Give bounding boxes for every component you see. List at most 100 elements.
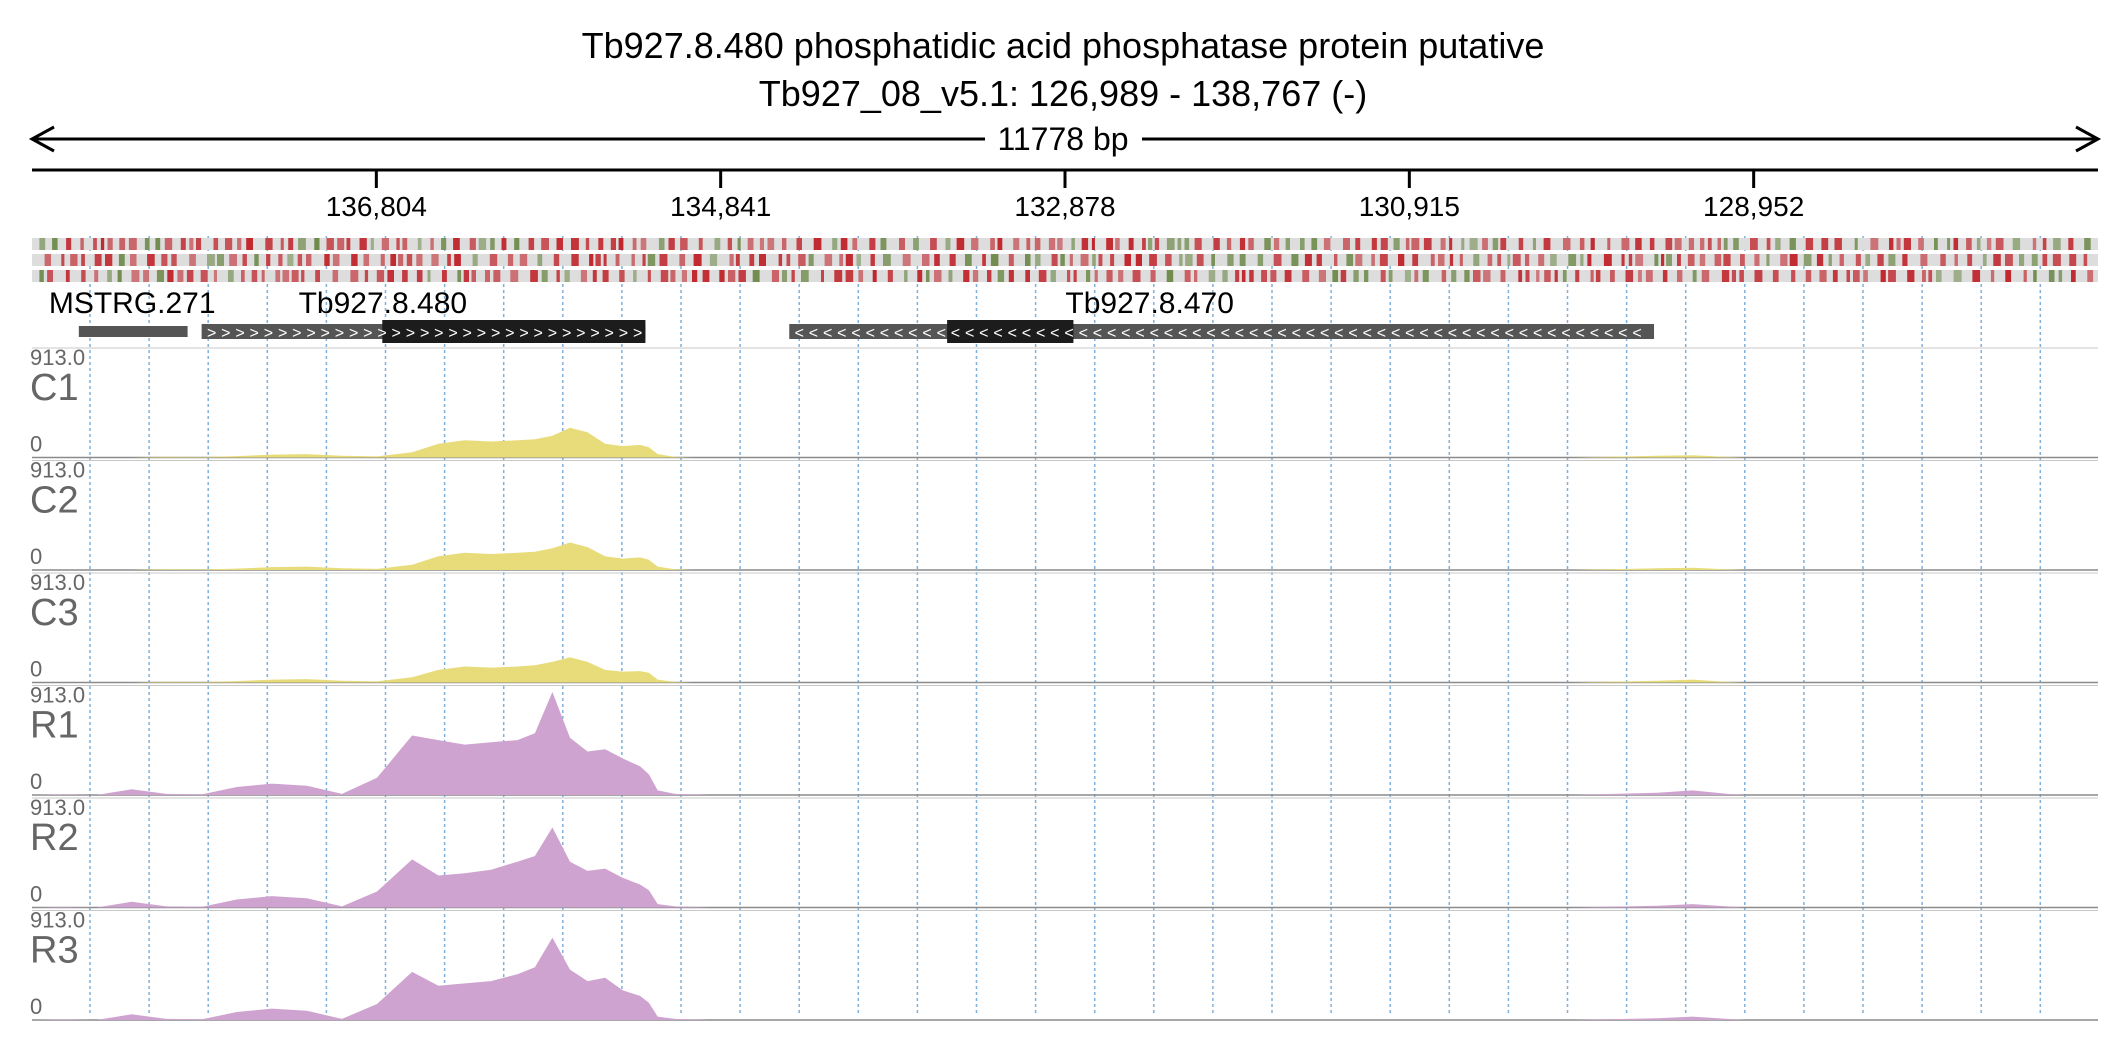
variant-mark xyxy=(1918,238,1924,250)
coverage-area-r2 xyxy=(32,827,2098,908)
variant-mark xyxy=(1635,254,1644,266)
variant-mark xyxy=(1165,254,1172,266)
variant-mark xyxy=(128,238,137,250)
variant-mark xyxy=(1038,270,1047,282)
variant-mark xyxy=(1507,254,1511,266)
variant-mark xyxy=(1677,270,1683,282)
variant-mark xyxy=(1060,254,1065,266)
variant-mark xyxy=(1067,270,1071,282)
strand-chevron: < xyxy=(1235,325,1244,342)
variant-mark xyxy=(771,270,779,282)
variant-mark xyxy=(441,238,447,250)
strand-chevron: < xyxy=(1505,325,1514,342)
variant-mark xyxy=(1750,238,1758,250)
variant-mark xyxy=(1936,270,1942,282)
variant-mark xyxy=(845,270,854,282)
variant-mark xyxy=(1492,238,1499,250)
variant-mark xyxy=(406,254,413,266)
variant-mark xyxy=(501,238,507,250)
variant-mark xyxy=(241,270,245,282)
variant-mark xyxy=(659,254,668,266)
variant-mark xyxy=(2087,270,2094,282)
coverage-tracks: 913.0C10913.0C20913.0C30913.0R10913.0R20… xyxy=(30,345,2098,1021)
variant-mark xyxy=(1430,254,1435,266)
variant-mark xyxy=(660,270,669,282)
variant-mark xyxy=(680,238,688,250)
variant-mark xyxy=(180,238,186,250)
variant-mark xyxy=(1257,254,1264,266)
strand-chevron: < xyxy=(809,325,818,342)
variant-mark xyxy=(693,254,702,266)
variant-mark xyxy=(242,254,247,266)
variant-mark xyxy=(899,238,905,250)
variant-mark xyxy=(1371,254,1375,266)
variant-mark xyxy=(679,254,686,266)
variant-mark xyxy=(364,270,369,282)
strand-chevron: < xyxy=(1405,325,1414,342)
variant-mark xyxy=(1353,270,1359,282)
variant-mark xyxy=(1185,254,1193,266)
variant-mark xyxy=(1302,270,1310,282)
strand-chevron: > xyxy=(363,325,372,342)
variant-mark xyxy=(845,254,853,266)
variant-mark xyxy=(1733,238,1739,250)
variant-mark xyxy=(463,270,469,282)
variant-mark xyxy=(514,238,520,250)
variant-mark xyxy=(556,238,563,250)
variant-mark xyxy=(934,254,940,266)
variant-mark xyxy=(453,238,460,250)
span-length-label: 11778 bp xyxy=(997,121,1128,157)
variant-mark xyxy=(1687,254,1695,266)
variant-mark xyxy=(1717,238,1721,250)
gene-tb927-8-480: Tb927.8.480 > > > > > > > > > > > > > > > > > > > > > > > > > > > > >… xyxy=(201,287,646,343)
variant-mark xyxy=(1473,254,1480,266)
variant-mark xyxy=(1142,238,1146,250)
variant-mark xyxy=(1902,254,1908,266)
variant-mark xyxy=(1903,238,1911,250)
variant-mark xyxy=(1834,238,1842,250)
strand-chevron: < xyxy=(1590,325,1599,342)
variant-mark xyxy=(1318,270,1326,282)
variant-mark xyxy=(298,238,306,250)
variant-mark xyxy=(1050,270,1056,282)
variant-mark xyxy=(493,270,501,282)
variant-mark xyxy=(1393,238,1400,250)
chart-subtitle: Tb927_08_v5.1: 126,989 - 138,767 (-) xyxy=(759,73,1367,114)
variant-mark xyxy=(171,254,177,266)
variant-mark xyxy=(904,270,908,282)
variant-mark xyxy=(1048,238,1056,250)
variant-mark xyxy=(1404,270,1411,282)
variant-mark xyxy=(556,270,560,282)
variant-mark xyxy=(213,238,219,250)
variant-mark xyxy=(615,254,620,266)
variant-mark xyxy=(2012,238,2021,250)
gene-track: MSTRG.271 Tb927.8.480 > > > > > > > > > > > > > > > > > > > >… xyxy=(49,287,1655,343)
variant-mark xyxy=(1346,254,1354,266)
variant-mark xyxy=(729,254,734,266)
variant-mark xyxy=(105,254,113,266)
variant-mark xyxy=(926,270,930,282)
y-max-label: 913.0 xyxy=(30,908,85,933)
strand-chevron: > xyxy=(250,325,259,342)
variant-mark xyxy=(1754,254,1760,266)
strand-chevron: > xyxy=(562,325,571,342)
variant-mark xyxy=(681,270,687,282)
variant-mark xyxy=(1674,238,1682,250)
variant-mark xyxy=(287,254,294,266)
variant-mark xyxy=(585,238,590,250)
variant-mark xyxy=(1440,238,1446,250)
variant-mark xyxy=(1304,254,1312,266)
y-max-label: 913.0 xyxy=(30,795,85,820)
strand-chevron: < xyxy=(1419,325,1428,342)
variant-mark xyxy=(1896,238,1901,250)
variant-mark xyxy=(1080,254,1089,266)
variant-mark xyxy=(1568,254,1577,266)
strand-chevron: < xyxy=(1490,325,1499,342)
variant-mark xyxy=(1731,270,1736,282)
variant-mark xyxy=(872,270,877,282)
variant-mark xyxy=(1563,238,1571,250)
variant-mark xyxy=(791,270,795,282)
variant-mark xyxy=(1461,238,1465,250)
variant-mark xyxy=(1332,270,1339,282)
variant-mark xyxy=(1034,238,1041,250)
